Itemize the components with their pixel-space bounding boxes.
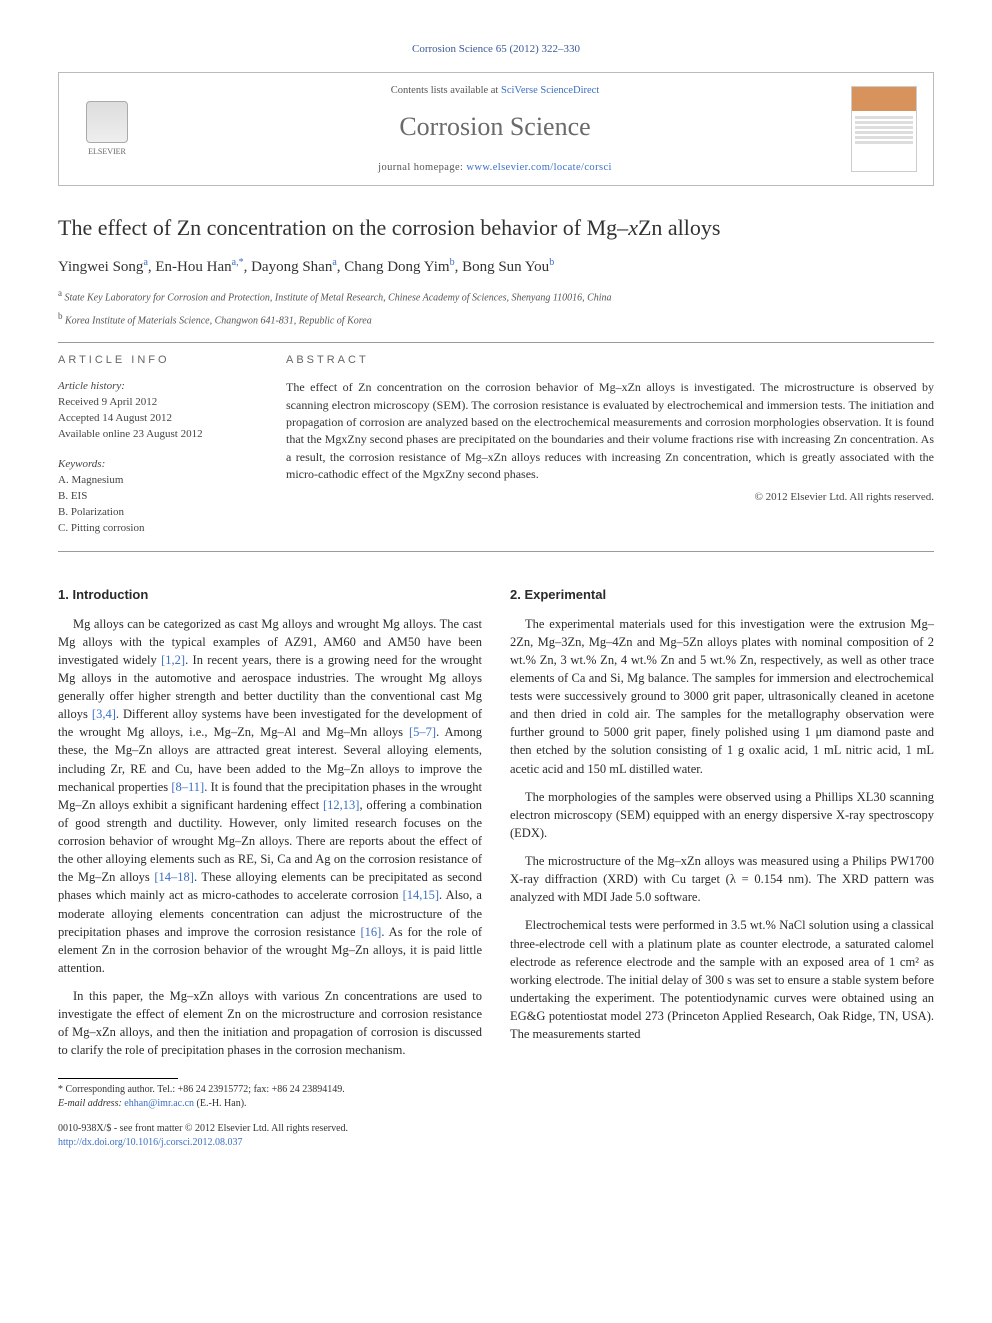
- intro-p2: In this paper, the Mg–xZn alloys with va…: [58, 987, 482, 1060]
- sciencedirect-link[interactable]: SciVerse ScienceDirect: [501, 85, 599, 96]
- corr-email-link[interactable]: ehhan@imr.ac.cn: [124, 1098, 194, 1109]
- title-post: Zn alloys: [638, 215, 721, 240]
- homepage-prefix: journal homepage:: [378, 162, 466, 173]
- intro-heading: 1. Introduction: [58, 586, 482, 605]
- keywords-label: Keywords:: [58, 457, 258, 473]
- exp-p2: The morphologies of the samples were obs…: [510, 788, 934, 842]
- history-line: Accepted 14 August 2012: [58, 411, 258, 427]
- contents-prefix: Contents lists available at: [391, 85, 501, 96]
- history-line: Received 9 April 2012: [58, 395, 258, 411]
- affiliation: a State Key Laboratory for Corrosion and…: [58, 287, 934, 306]
- keyword: A. Magnesium: [58, 473, 258, 489]
- homepage-line: journal homepage: www.elsevier.com/locat…: [139, 160, 851, 175]
- affiliation: b Korea Institute of Materials Science, …: [58, 310, 934, 329]
- keyword: C. Pitting corrosion: [58, 521, 258, 537]
- intro-p1: Mg alloys can be categorized as cast Mg …: [58, 615, 482, 978]
- separator-rule: [58, 342, 934, 343]
- issn-line: 0010-938X/$ - see front matter © 2012 El…: [58, 1122, 348, 1137]
- history-label: Article history:: [58, 379, 258, 395]
- footnote-rule: [58, 1078, 178, 1079]
- corr-line: * Corresponding author. Tel.: +86 24 239…: [58, 1083, 482, 1098]
- header-center: Contents lists available at SciVerse Sci…: [139, 83, 851, 175]
- title-pre: The effect of Zn concentration on the co…: [58, 215, 628, 240]
- exp-p4: Electrochemical tests were performed in …: [510, 916, 934, 1043]
- exp-p3: The microstructure of the Mg–xZn alloys …: [510, 852, 934, 906]
- authors: Yingwei Songa, En-Hou Hana,*, Dayong Sha…: [58, 256, 934, 279]
- article-info-block: ARTICLE INFO Article history: Received 9…: [58, 353, 258, 536]
- journal-header: ELSEVIER Contents lists available at Sci…: [58, 72, 934, 186]
- separator-rule-2: [58, 551, 934, 552]
- history-line: Available online 23 August 2012: [58, 427, 258, 443]
- title-var: x: [628, 215, 638, 240]
- journal-reference: Corrosion Science 65 (2012) 322–330: [58, 42, 934, 58]
- corresponding-footnote: * Corresponding author. Tel.: +86 24 239…: [58, 1083, 482, 1112]
- keyword: B. Polarization: [58, 505, 258, 521]
- publisher-label: ELSEVIER: [88, 146, 126, 158]
- homepage-link[interactable]: www.elsevier.com/locate/corsci: [466, 162, 611, 173]
- journal-name: Corrosion Science: [139, 108, 851, 146]
- email-label: E-mail address:: [58, 1098, 122, 1109]
- elsevier-tree-icon: [86, 101, 128, 143]
- doi-prefix: http://dx.doi.org/: [58, 1137, 126, 1148]
- article-title: The effect of Zn concentration on the co…: [58, 212, 934, 244]
- page-footer: 0010-938X/$ - see front matter © 2012 El…: [58, 1122, 934, 1151]
- contents-line: Contents lists available at SciVerse Sci…: [139, 83, 851, 98]
- keyword: B. EIS: [58, 489, 258, 505]
- abstract-copyright: © 2012 Elsevier Ltd. All rights reserved…: [286, 490, 934, 506]
- exp-p1: The experimental materials used for this…: [510, 615, 934, 778]
- abstract-block: ABSTRACT The effect of Zn concentration …: [286, 353, 934, 536]
- abstract-label: ABSTRACT: [286, 353, 934, 369]
- article-info-label: ARTICLE INFO: [58, 353, 258, 369]
- abstract-text: The effect of Zn concentration on the co…: [286, 379, 934, 483]
- experimental-heading: 2. Experimental: [510, 586, 934, 605]
- email-person: (E.-H. Han).: [197, 1098, 247, 1109]
- elsevier-logo: ELSEVIER: [75, 94, 139, 164]
- journal-cover-thumb: [851, 86, 917, 172]
- body-columns: 1. Introduction Mg alloys can be categor…: [58, 576, 934, 1112]
- doi-value[interactable]: 10.1016/j.corsci.2012.08.037: [126, 1137, 243, 1148]
